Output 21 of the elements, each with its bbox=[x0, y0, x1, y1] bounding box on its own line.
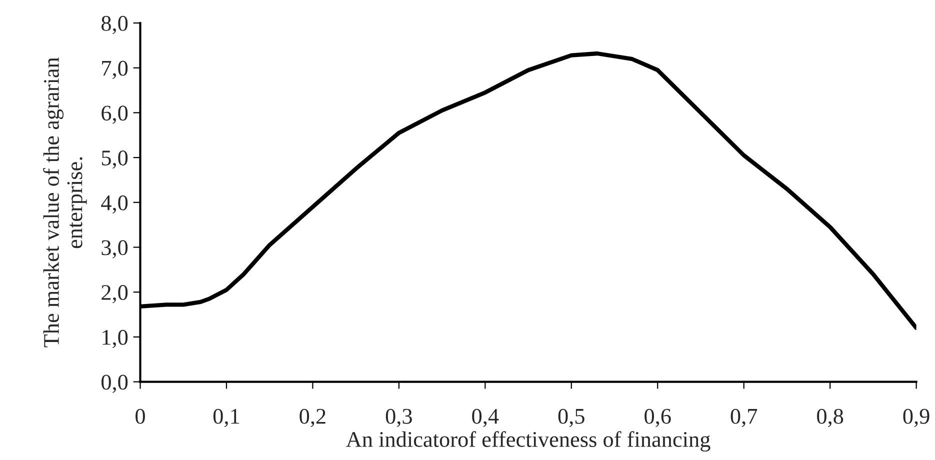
x-tick-label: 0 bbox=[136, 408, 145, 424]
y-tick-label: 6,0 bbox=[102, 106, 128, 124]
x-tick-label: 0,3 bbox=[386, 408, 412, 428]
x-tick-label: 0,6 bbox=[644, 408, 671, 428]
y-axis-title: The market value of the agrarian enterprise. bbox=[43, 57, 87, 348]
x-tick-label: 0,5 bbox=[558, 408, 584, 428]
y-tick-label: 2,0 bbox=[102, 285, 128, 304]
y-tick-label: 3,0 bbox=[102, 240, 128, 258]
y-tick-label: 8,0 bbox=[102, 16, 128, 34]
x-tick-label: 0,9 bbox=[903, 408, 930, 428]
y-tick-label: 5,0 bbox=[102, 150, 128, 169]
x-tick-label: 0,1 bbox=[213, 408, 240, 428]
x-axis-title: An indicatorof effectiveness of financing bbox=[346, 431, 710, 452]
y-tick-label: 7,0 bbox=[102, 60, 128, 79]
y-tick-label: 4,0 bbox=[101, 195, 128, 214]
x-tick-label: 0,7 bbox=[730, 408, 758, 428]
x-tick-label: 0,8 bbox=[817, 408, 844, 428]
x-tick-label: 0,4 bbox=[472, 408, 499, 428]
x-tick-label: 0,2 bbox=[300, 408, 326, 428]
y-tick-label: 1,0 bbox=[102, 330, 128, 348]
y-tick-label: 0,0 bbox=[102, 374, 128, 393]
